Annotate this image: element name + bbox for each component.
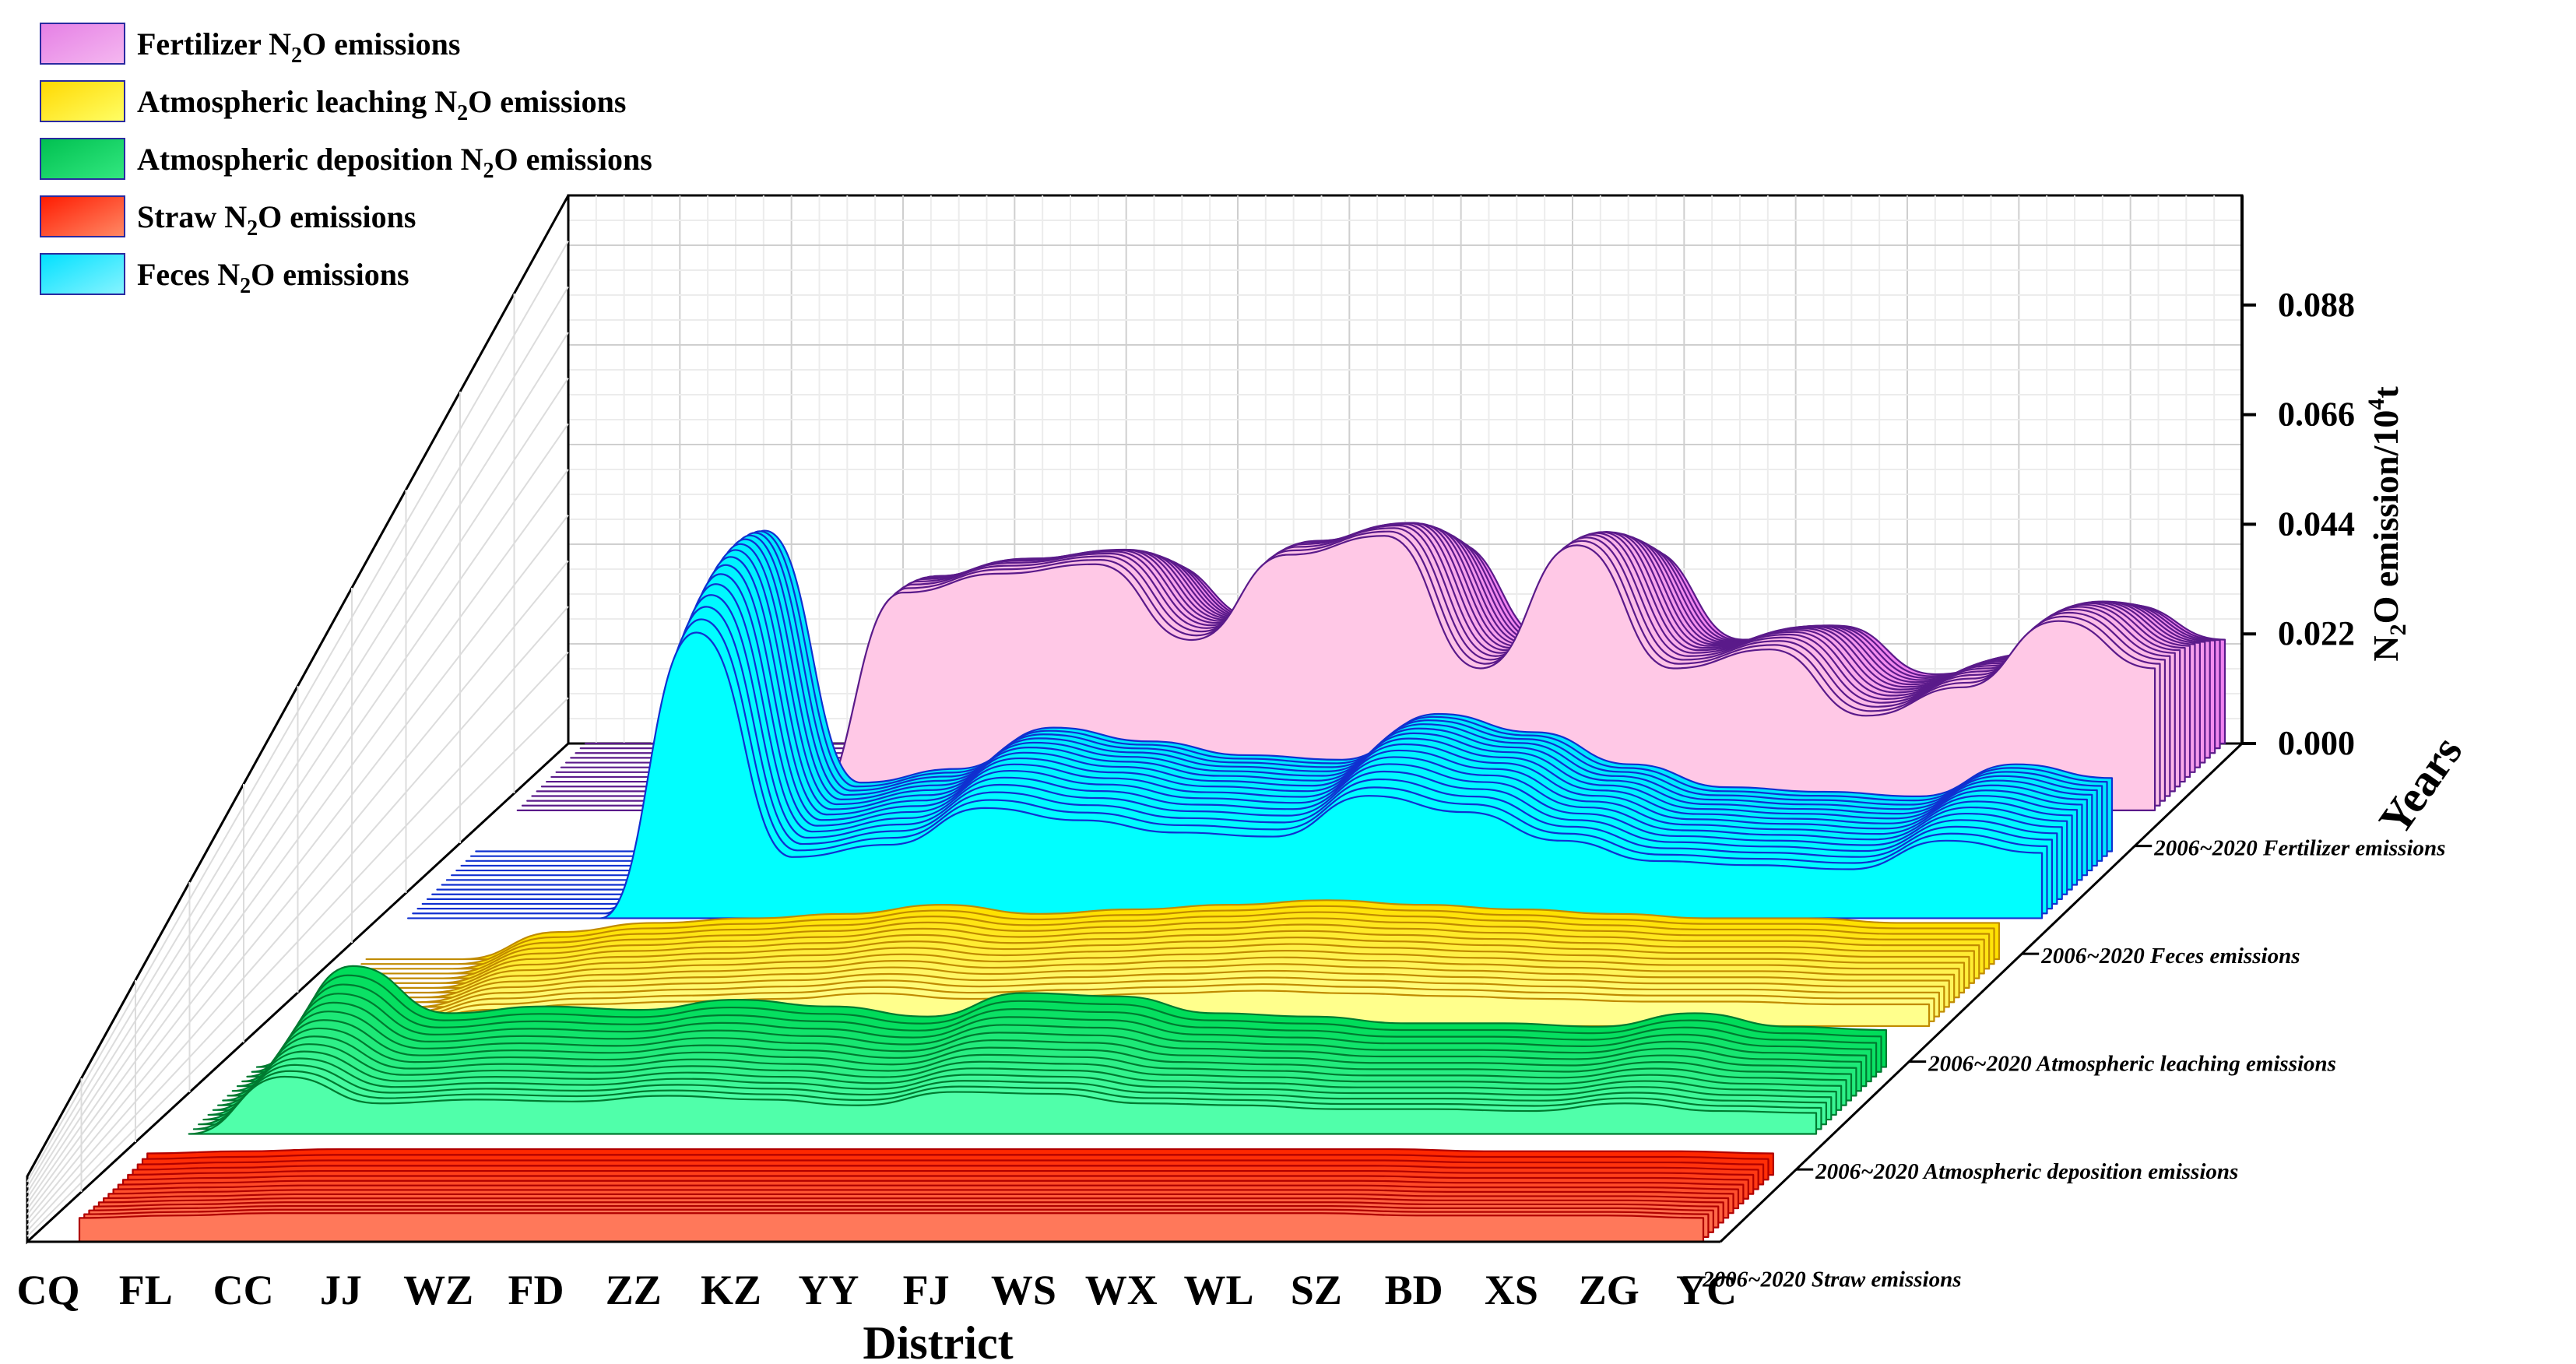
legend-swatch — [40, 23, 125, 65]
x-tick-label: WZ — [403, 1267, 473, 1313]
x-tick-label: BD — [1385, 1267, 1443, 1313]
z-tick-label: 0.044 — [2278, 504, 2355, 543]
legend-swatch — [40, 195, 125, 237]
legend-label: Atmospheric leaching N2O emissions — [137, 84, 626, 125]
x-tick-label: FL — [119, 1267, 173, 1313]
depth-tick-label: 2006~2020 Atmospheric deposition emissio… — [1815, 1159, 2238, 1184]
series-area-4-year-2020 — [188, 1075, 1818, 1135]
legend: Fertilizer N2O emissions Atmospheric leac… — [40, 23, 652, 298]
x-tick-label: FJ — [903, 1267, 950, 1313]
series-layer — [78, 522, 2226, 1243]
x-tick-label: WS — [991, 1267, 1056, 1313]
x-tick-label: YY — [798, 1267, 859, 1313]
x-tick-label: CQ — [17, 1267, 80, 1313]
series-area-2-year-2020 — [406, 631, 2044, 919]
x-axis-title: District — [863, 1317, 1013, 1364]
depth-tick-label: 2006~2020 Feces emissions — [2040, 944, 2300, 969]
x-tick-label: WL — [1184, 1267, 1254, 1313]
depth-tick-label: 2006~2020 Fertilizer emissions — [2153, 836, 2445, 861]
x-tick-label: YC — [1676, 1267, 1737, 1313]
z-axis-title: N2O emission/104t — [2363, 386, 2411, 662]
x-tick-label: WX — [1085, 1267, 1158, 1313]
legend-label: Fertilizer N2O emissions — [137, 26, 460, 68]
axis-layer: 0.000 0.022 0.044 0.066 0.088 N2O emission/10… — [17, 195, 2472, 1364]
x-tick-label: ZG — [1579, 1267, 1639, 1313]
x-tick-label: CC — [213, 1267, 274, 1313]
legend-swatch — [40, 253, 125, 295]
depth-tick-label: 2006~2020 Straw emissions — [1702, 1267, 1961, 1292]
x-tick-label: XS — [1485, 1267, 1538, 1313]
legend-swatch — [40, 138, 125, 180]
legend-label: Atmospheric deposition N2O emissions — [137, 142, 652, 183]
legend-label: Feces N2O emissions — [137, 257, 409, 298]
depth-tick-label: 2006~2020 Atmospheric leaching emissions — [1928, 1052, 2336, 1077]
x-tick-label: ZZ — [606, 1267, 662, 1313]
z-tick-label: 0.066 — [2278, 395, 2355, 434]
legend-swatch — [40, 80, 125, 122]
z-tick-label: 0.022 — [2278, 614, 2355, 652]
floor-right-edge — [1719, 742, 2244, 1243]
legend-label: Straw N2O emissions — [137, 199, 416, 241]
series-area-5-year-2020 — [78, 1212, 1705, 1243]
x-tick-label: KZ — [701, 1267, 761, 1313]
z-tick-label: 0.000 — [2278, 724, 2355, 762]
x-tick-label: JJ — [320, 1267, 362, 1313]
z-tick-label: 0.088 — [2278, 286, 2355, 324]
x-tick-label: FD — [508, 1267, 564, 1313]
x-tick-label: SZ — [1291, 1267, 1342, 1313]
